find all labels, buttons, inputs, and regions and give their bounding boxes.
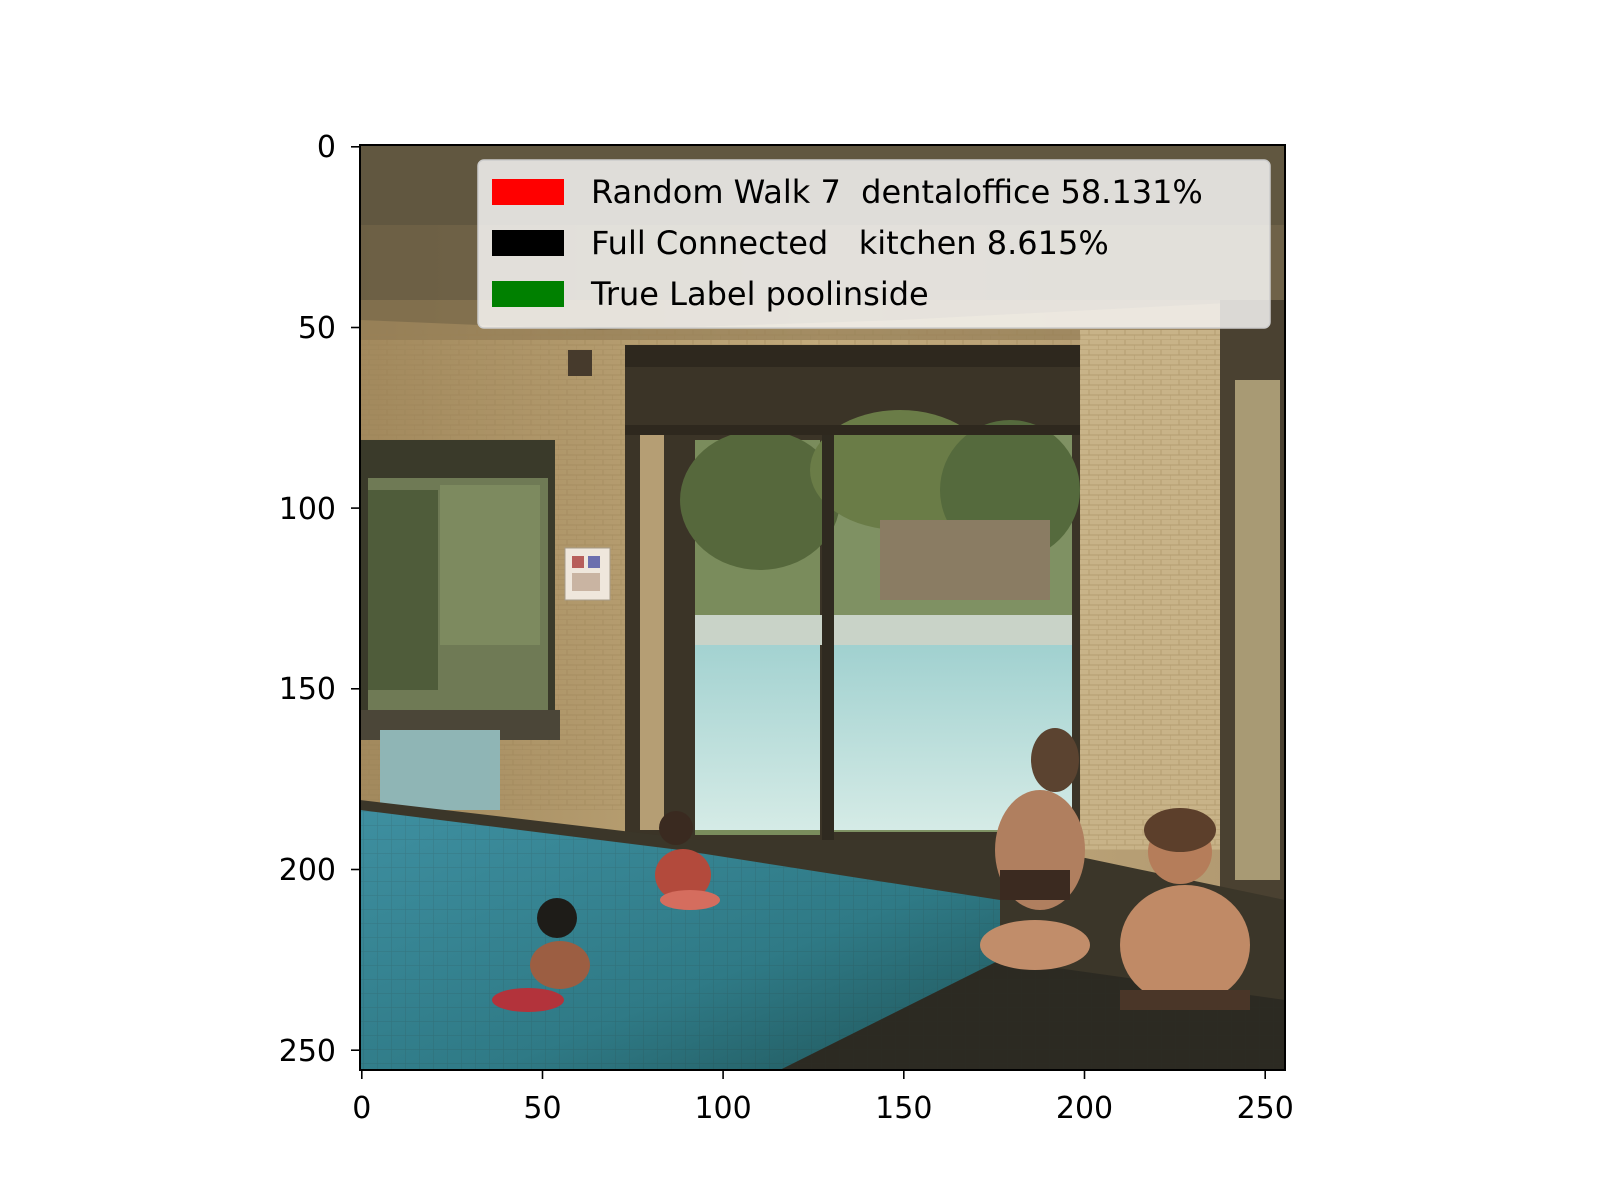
legend-box [477, 159, 1271, 329]
y-tick-label: 200 [279, 853, 336, 888]
x-tick-label: 250 [1237, 1091, 1294, 1126]
y-tick-label: 50 [298, 311, 336, 346]
x-tick-label: 100 [694, 1091, 751, 1126]
legend-swatch-green [492, 281, 564, 307]
x-tick-label: 200 [1056, 1091, 1113, 1126]
y-tick-label: 100 [279, 492, 336, 527]
legend-swatch-black [492, 230, 564, 256]
legend-label: Random Walk 7 dentaloffice 58.131% [591, 173, 1203, 211]
x-axis: 0 50 100 150 200 250 [352, 1070, 1294, 1126]
pool-photo [360, 145, 1285, 1070]
legend-swatch-red [492, 179, 564, 205]
legend-label: True Label poolinside [590, 275, 929, 313]
legend: Random Walk 7 dentaloffice 58.131% Full … [477, 159, 1271, 329]
y-axis: 0 50 100 150 200 250 [279, 130, 360, 1069]
x-tick-label: 0 [352, 1091, 371, 1126]
legend-label: Full Connected kitchen 8.615% [591, 224, 1109, 262]
y-tick-label: 150 [279, 672, 336, 707]
x-tick-label: 150 [875, 1091, 932, 1126]
y-tick-label: 0 [317, 130, 336, 165]
y-tick-label: 250 [279, 1034, 336, 1069]
axes-frame [359, 144, 1286, 1071]
x-tick-label: 50 [523, 1091, 561, 1126]
